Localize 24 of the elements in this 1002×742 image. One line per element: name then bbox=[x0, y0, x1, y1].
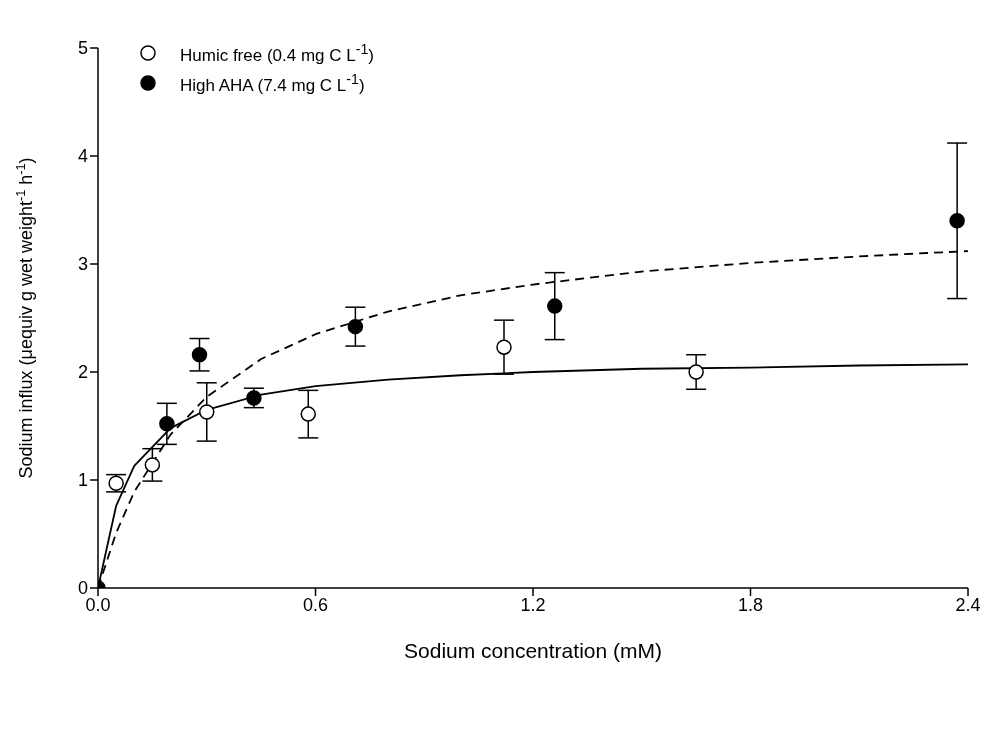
y-tick-label: 1 bbox=[77, 470, 88, 491]
y-tick-label: 5 bbox=[77, 38, 88, 59]
x-tick-label: 1.2 bbox=[520, 594, 546, 615]
point bbox=[191, 346, 208, 363]
x-tick-label: 1.8 bbox=[737, 594, 764, 615]
y-tick-label: 2 bbox=[77, 362, 88, 383]
y-tick-label: 4 bbox=[77, 146, 88, 167]
point bbox=[949, 213, 965, 229]
y-tick-label: 0 bbox=[77, 578, 88, 599]
point bbox=[688, 364, 704, 380]
point bbox=[144, 457, 161, 473]
x-tick-label: 0.6 bbox=[302, 594, 329, 615]
point bbox=[547, 298, 563, 314]
point bbox=[496, 339, 512, 355]
y-tick-label: 3 bbox=[77, 254, 88, 275]
point bbox=[300, 406, 316, 422]
point bbox=[347, 318, 364, 335]
point bbox=[199, 404, 215, 420]
legend-label: High AHA (7.4 mg C L$^{-1}$) bbox=[180, 70, 365, 96]
point bbox=[159, 416, 175, 432]
x-tick-label: 0.0 bbox=[85, 594, 111, 615]
x-tick-label: 2.4 bbox=[955, 594, 981, 615]
x-axis-title: Sodium concentration (mM) bbox=[404, 639, 662, 662]
legend-label: Humic free (0.4 mg C L$^{-1}$) bbox=[180, 40, 374, 66]
